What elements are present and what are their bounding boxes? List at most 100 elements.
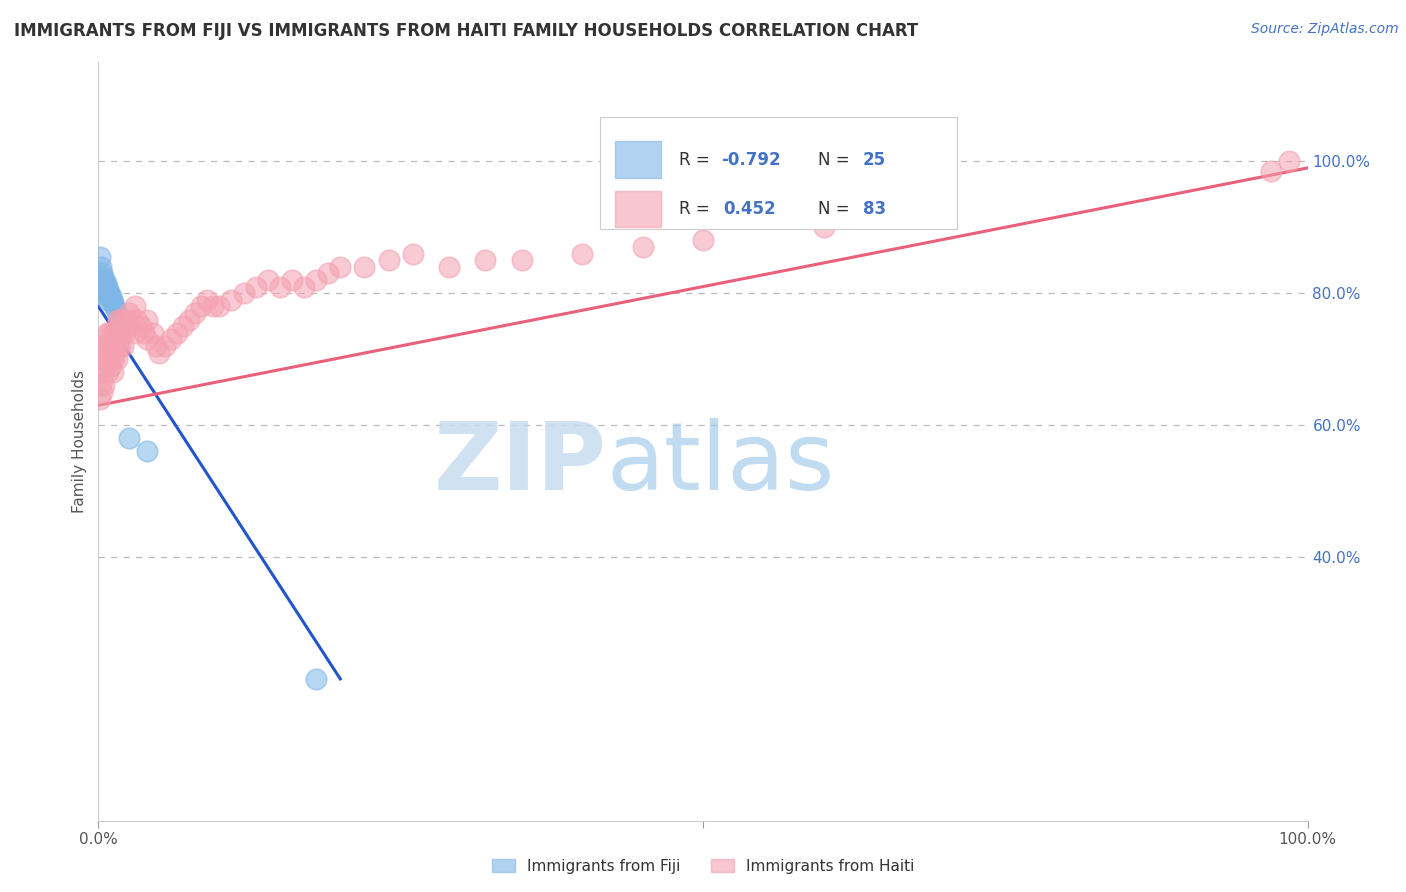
Point	[93, 378, 115, 392]
FancyBboxPatch shape	[614, 142, 661, 178]
Text: N =: N =	[818, 151, 855, 169]
Point	[96, 352, 118, 367]
Point	[813, 220, 835, 235]
Point	[103, 352, 125, 367]
Point	[316, 267, 339, 281]
Point	[91, 279, 114, 293]
Point	[91, 339, 114, 353]
Point	[90, 339, 112, 353]
Point	[101, 365, 124, 379]
Point	[148, 345, 170, 359]
Point	[100, 326, 122, 340]
Point	[153, 339, 176, 353]
Point	[305, 672, 328, 686]
Point	[91, 365, 114, 379]
Point	[104, 339, 127, 353]
Legend: Immigrants from Fiji, Immigrants from Haiti: Immigrants from Fiji, Immigrants from Ha…	[485, 853, 921, 880]
FancyBboxPatch shape	[600, 117, 957, 229]
Point	[108, 326, 131, 340]
Point	[184, 306, 207, 320]
Point	[114, 326, 136, 340]
Point	[208, 299, 231, 313]
Point	[160, 332, 183, 346]
Point	[93, 352, 115, 367]
Point	[103, 299, 125, 313]
Text: 0.452: 0.452	[724, 200, 776, 218]
Point	[135, 444, 157, 458]
Text: R =: R =	[679, 151, 714, 169]
Point	[100, 289, 122, 303]
Text: 83: 83	[863, 200, 886, 218]
Point	[305, 273, 328, 287]
Point	[107, 312, 129, 326]
Point	[100, 339, 122, 353]
Point	[101, 339, 124, 353]
Text: R =: R =	[679, 200, 714, 218]
Point	[96, 279, 118, 293]
Point	[118, 319, 141, 334]
Point	[94, 286, 117, 301]
Point	[245, 279, 267, 293]
Point	[94, 359, 117, 373]
Point	[91, 267, 114, 281]
Point	[98, 286, 121, 301]
Point	[89, 392, 111, 406]
Text: Source: ZipAtlas.com: Source: ZipAtlas.com	[1251, 22, 1399, 37]
Point	[100, 359, 122, 373]
Point	[94, 339, 117, 353]
FancyBboxPatch shape	[614, 191, 661, 227]
Point	[100, 352, 122, 367]
Point	[269, 279, 291, 293]
Point	[118, 431, 141, 445]
Point	[221, 293, 243, 307]
Point	[121, 312, 143, 326]
Point	[292, 279, 315, 293]
Point	[111, 339, 134, 353]
Point	[96, 289, 118, 303]
Point	[90, 273, 112, 287]
Point	[692, 234, 714, 248]
Point	[94, 277, 117, 291]
Point	[166, 326, 188, 340]
Point	[1278, 154, 1301, 169]
Point	[97, 365, 120, 379]
Point	[90, 260, 112, 274]
Point	[281, 273, 304, 287]
Point	[474, 253, 496, 268]
Point	[124, 299, 146, 313]
Point	[190, 299, 212, 313]
Point	[134, 326, 156, 340]
Y-axis label: Family Households: Family Households	[72, 370, 87, 513]
Point	[100, 293, 122, 307]
Point	[101, 296, 124, 310]
Point	[93, 273, 115, 287]
Point	[127, 312, 149, 326]
Point	[108, 339, 131, 353]
Point	[172, 319, 194, 334]
Point	[91, 385, 114, 400]
Point	[377, 253, 399, 268]
Point	[571, 246, 593, 260]
Text: N =: N =	[818, 200, 855, 218]
Point	[510, 253, 533, 268]
Point	[114, 312, 136, 326]
Point	[329, 260, 352, 274]
Point	[91, 269, 114, 284]
Point	[145, 339, 167, 353]
Point	[108, 312, 131, 326]
Text: 25: 25	[863, 151, 886, 169]
Point	[96, 326, 118, 340]
Point	[105, 306, 128, 320]
Point	[135, 332, 157, 346]
Point	[437, 260, 460, 274]
Point	[232, 286, 254, 301]
Point	[107, 339, 129, 353]
Point	[105, 352, 128, 367]
Point	[110, 326, 132, 340]
Point	[142, 326, 165, 340]
Text: IMMIGRANTS FROM FIJI VS IMMIGRANTS FROM HAITI FAMILY HOUSEHOLDS CORRELATION CHAR: IMMIGRANTS FROM FIJI VS IMMIGRANTS FROM …	[14, 22, 918, 40]
Point	[91, 352, 114, 367]
Point	[129, 319, 152, 334]
Point	[93, 286, 115, 301]
Text: atlas: atlas	[606, 418, 835, 510]
